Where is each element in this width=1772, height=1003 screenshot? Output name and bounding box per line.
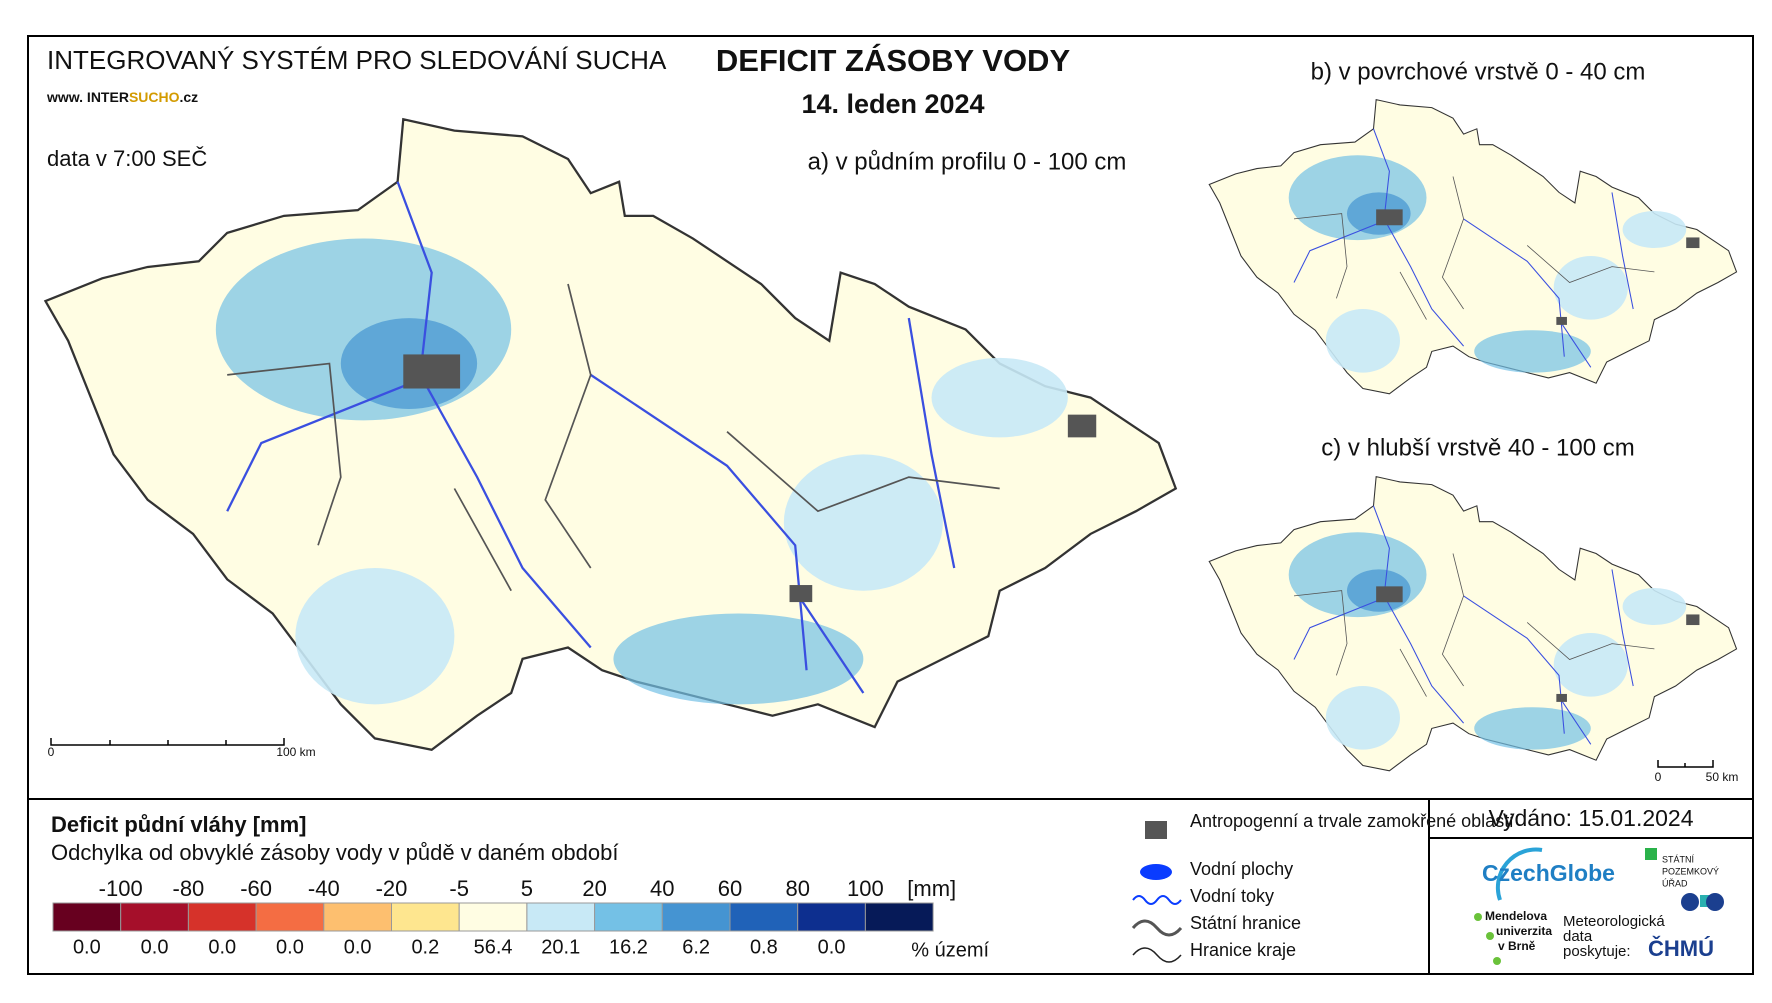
- spu-text: STÁTNÍ: [1662, 854, 1695, 864]
- legend-subtitle: Odchylka od obvyklé zásoby vody v půdě v…: [51, 840, 618, 865]
- met-text: data: [1563, 928, 1593, 945]
- mendelu-dot: [1493, 957, 1501, 965]
- legend-break: 20: [582, 876, 606, 901]
- mendelu-text: Mendelova: [1485, 909, 1547, 923]
- legend-percent: 0.8: [750, 936, 778, 958]
- legend-unit: [mm]: [907, 876, 956, 901]
- chmu-dot: [1706, 893, 1724, 911]
- legend-break: -20: [376, 876, 408, 901]
- map-c-title: c) v hlubší vrstvě 40 - 100 cm: [1321, 434, 1634, 461]
- legend-break: 80: [785, 876, 809, 901]
- legend-swatch: [187, 902, 257, 932]
- chmu-dot: [1681, 893, 1699, 911]
- scale-end: 100 km: [276, 745, 315, 759]
- legend-break: -80: [173, 876, 205, 901]
- mendelu-dot: [1474, 913, 1482, 921]
- url-suffix: .cz: [180, 89, 199, 105]
- water-label: Vodní plochy: [1190, 859, 1293, 879]
- scale-start-small: 0: [1655, 770, 1662, 784]
- legend-break: 5: [521, 876, 533, 901]
- met-text: poskytuje:: [1563, 943, 1631, 960]
- met-text: Meteorologická: [1563, 913, 1665, 930]
- legend-swatch: [729, 902, 799, 932]
- urban-icon: [1145, 821, 1167, 839]
- legend-break: 100: [847, 876, 884, 901]
- water-icon: [1140, 864, 1172, 880]
- scale-bar: [50, 738, 285, 746]
- legend-break: -5: [449, 876, 469, 901]
- spu-icon: [1645, 848, 1657, 860]
- data-time: data v 7:00 SEČ: [47, 146, 207, 171]
- legend-percent: 0.0: [344, 936, 372, 958]
- legend-swatch: [52, 902, 122, 932]
- legend-percent: 0.0: [141, 936, 169, 958]
- urban-label: Antropogenní a trvale zamokřené oblasti: [1190, 811, 1513, 831]
- scale-end-small: 50 km: [1706, 770, 1739, 784]
- legend-swatch: [120, 902, 189, 932]
- issued: Vydáno: 15.01.2024: [1488, 805, 1693, 831]
- url-prefix: www. INTER: [46, 89, 129, 105]
- system-name: INTEGROVANÝ SYSTÉM PRO SLEDOVÁNÍ SUCHA: [47, 45, 667, 75]
- legend-break: 60: [718, 876, 742, 901]
- legend-swatch: [797, 902, 866, 932]
- mendelu-text: v Brně: [1498, 939, 1536, 953]
- mendelu-dot: [1486, 932, 1494, 940]
- legend-percent: 0.0: [208, 936, 236, 958]
- legend-title: Deficit půdní vláhy [mm]: [51, 812, 306, 837]
- state-icon: [1131, 919, 1183, 937]
- map-a-title: a) v půdním profilu 0 - 100 cm: [808, 148, 1127, 175]
- title: DEFICIT ZÁSOBY VODY: [716, 43, 1071, 78]
- legend-percent: 0.0: [73, 936, 101, 958]
- spu-text: ÚŘAD: [1662, 878, 1688, 888]
- region-label: Hranice kraje: [1190, 940, 1296, 960]
- date: 14. leden 2024: [801, 89, 984, 119]
- chmu-logo: ČHMÚ: [1648, 936, 1714, 961]
- legend-percent: 56.4: [474, 936, 513, 958]
- url: www. INTERSUCHO.cz: [46, 89, 198, 105]
- region-icon: [1132, 947, 1182, 963]
- legend-percent: 16.2: [609, 936, 648, 958]
- mendelu-text: univerzita: [1496, 924, 1552, 938]
- legend-swatch: [864, 902, 934, 932]
- legend-swatch: [323, 902, 392, 932]
- legend-swatch: [661, 902, 731, 932]
- legend: -100 -80 -60 -40 -20 -5 5 20 40 60 80 100 [mm] 0.0 0.0…: [52, 876, 989, 961]
- legend-percent: 0.2: [411, 936, 439, 958]
- legend-swatch: [391, 902, 460, 932]
- scale-start: 0: [48, 745, 55, 759]
- legend-percent: 6.2: [682, 936, 710, 958]
- legend-break: -40: [308, 876, 340, 901]
- legend-swatch: [594, 902, 663, 932]
- legend-break: 40: [650, 876, 674, 901]
- url-brand: SUCHO: [129, 89, 180, 105]
- legend-percent-label: % území: [911, 939, 989, 961]
- legend-break: -60: [240, 876, 272, 901]
- czechglobe-swoosh: [1495, 847, 1543, 901]
- river-icon: [1132, 895, 1182, 905]
- scale-bar-small: [1657, 760, 1714, 768]
- map-b-title: b) v povrchové vrstvě 0 - 40 cm: [1311, 58, 1646, 85]
- legend-break: -100: [99, 876, 143, 901]
- state-label: Státní hranice: [1190, 913, 1301, 933]
- legend-swatch: [458, 902, 528, 932]
- legend-swatch: [255, 902, 325, 932]
- legend-percent: 0.0: [276, 936, 304, 958]
- czechglobe-logo: CzechGlobe: [1482, 860, 1615, 886]
- legend-percent: 20.1: [541, 936, 580, 958]
- river-label: Vodní toky: [1190, 886, 1274, 906]
- legend-swatch: [526, 902, 596, 932]
- spu-text: POZEMKOVÝ: [1662, 866, 1719, 876]
- legend-percent: 0.0: [818, 936, 846, 958]
